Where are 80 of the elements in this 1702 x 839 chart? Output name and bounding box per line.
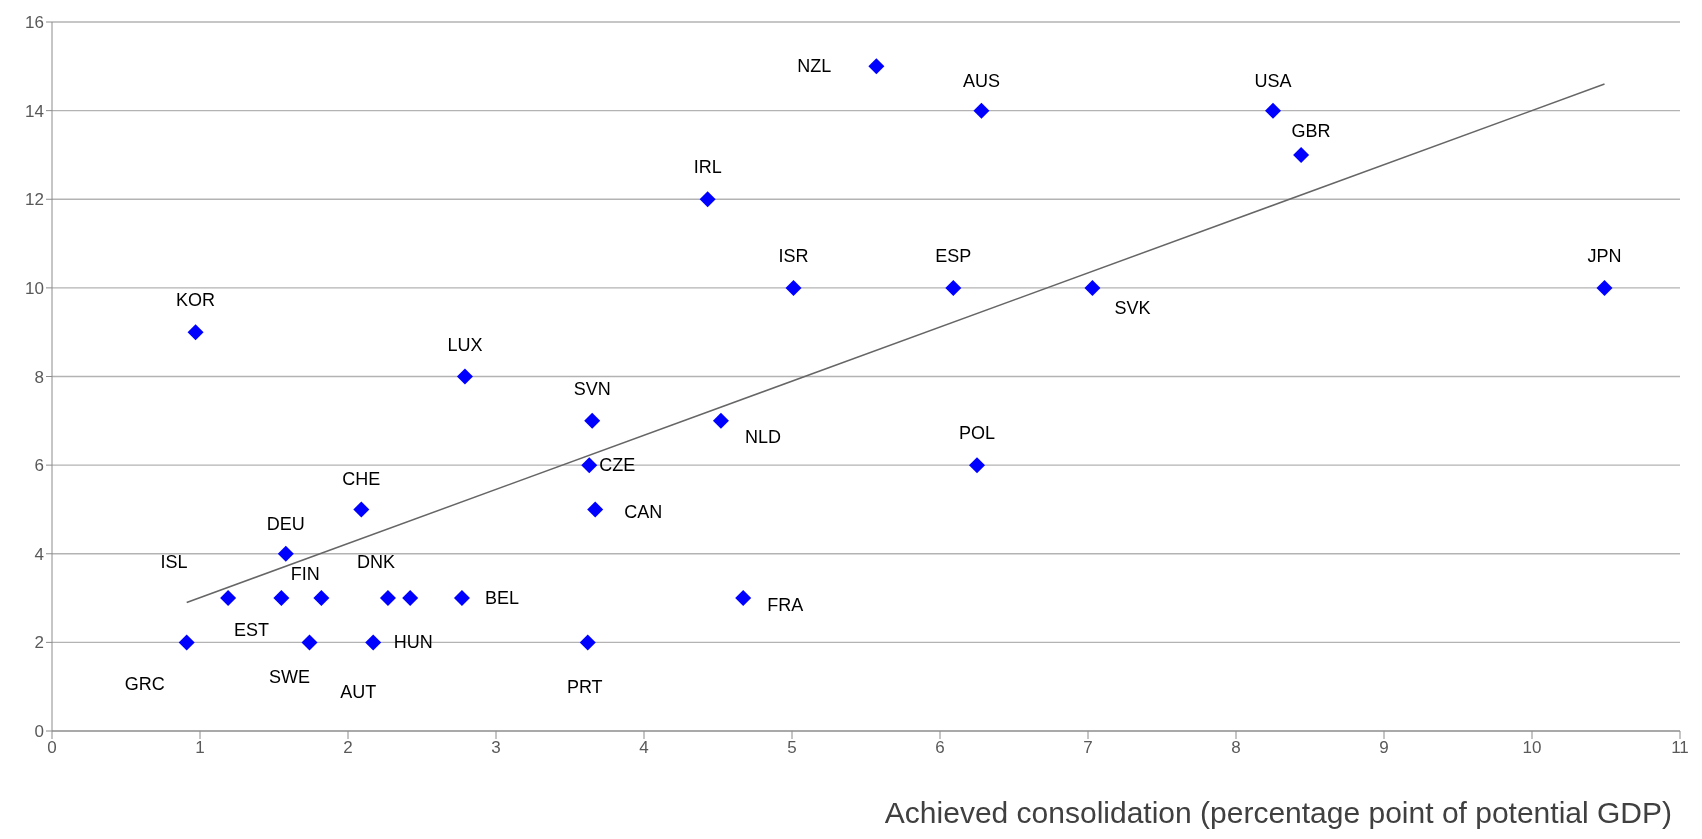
point <box>868 58 885 75</box>
y-tick-label: 12 <box>25 190 44 210</box>
x-axis-title: Achieved consolidation (percentage point of potential GDP) <box>884 796 1672 829</box>
annotation: LUX <box>447 334 483 355</box>
point <box>379 590 396 607</box>
annotation: IRL <box>693 157 722 178</box>
annotation: GRC <box>124 674 165 695</box>
point <box>178 634 195 651</box>
y-tick-label: 0 <box>34 722 44 742</box>
x-tick-label: 1 <box>195 738 205 758</box>
y-tick-label: 8 <box>34 367 44 387</box>
point <box>353 501 370 518</box>
annotation: ESP <box>935 245 972 266</box>
x-tick-label: 8 <box>1231 738 1241 758</box>
point <box>1293 146 1310 163</box>
point <box>402 590 419 607</box>
point <box>220 590 237 607</box>
annotation: CAN <box>624 502 663 523</box>
point <box>273 590 290 607</box>
point <box>699 191 716 208</box>
annotation: DEU <box>266 513 305 534</box>
y-tick-label: 4 <box>34 544 44 564</box>
y-tick-label: 14 <box>25 101 44 121</box>
x-tick-label: 10 <box>1522 738 1542 758</box>
point <box>456 368 473 385</box>
point <box>735 590 752 607</box>
x-tick-label: 6 <box>935 738 945 758</box>
y-tick-label: 16 <box>25 13 44 33</box>
annotation: NZL <box>797 56 832 77</box>
annotation: DNK <box>356 552 395 573</box>
annotation: USA <box>1254 70 1292 91</box>
point <box>581 457 598 474</box>
annotation: ISL <box>160 552 188 573</box>
annotation: AUT <box>340 682 377 703</box>
annotation: KOR <box>176 290 216 311</box>
x-tick-label: 9 <box>1379 738 1389 758</box>
point <box>1265 102 1281 119</box>
point <box>969 457 985 474</box>
y-tick-label: 10 <box>25 278 44 298</box>
y-tick-label: 6 <box>34 456 44 476</box>
x-tick-label: 11 <box>1671 738 1689 758</box>
point <box>453 590 470 607</box>
annotation: CZE <box>599 455 636 476</box>
annotation: AUS <box>962 70 1000 91</box>
annotation: SVK <box>1114 297 1151 318</box>
annotation: FIN <box>290 564 320 585</box>
x-tick-label: 2 <box>343 738 353 758</box>
annotation: CHE <box>342 469 381 490</box>
point <box>945 279 962 296</box>
annotation: SWE <box>269 667 311 688</box>
annotation: JPN <box>1587 245 1622 266</box>
point <box>712 412 729 429</box>
x-tick-label: 5 <box>787 738 797 758</box>
x-tick-label: 3 <box>491 738 501 758</box>
point <box>313 590 330 607</box>
annotation: BEL <box>484 588 519 609</box>
annotation: NLD <box>744 426 781 447</box>
annotation: FRA <box>767 595 804 616</box>
annotation: POL <box>958 423 996 444</box>
annotation: GBR <box>1291 120 1331 141</box>
x-tick-label: 7 <box>1083 738 1093 758</box>
x-tick-label: 4 <box>639 738 649 758</box>
point <box>301 634 318 651</box>
point <box>587 501 604 518</box>
annotation: ISR <box>778 245 809 266</box>
annotation: SVN <box>573 378 611 399</box>
point <box>584 412 601 429</box>
annotation: PRT <box>566 677 603 698</box>
point <box>277 545 294 562</box>
point <box>973 102 990 119</box>
point <box>365 634 382 651</box>
point <box>579 634 596 651</box>
annotation: HUN <box>393 632 433 653</box>
point <box>1084 279 1101 296</box>
point <box>187 324 204 341</box>
point <box>785 279 802 296</box>
point <box>1596 279 1613 296</box>
y-tick-label: 2 <box>34 633 44 653</box>
x-tick-label: 0 <box>47 738 57 758</box>
annotation: EST <box>233 620 269 641</box>
